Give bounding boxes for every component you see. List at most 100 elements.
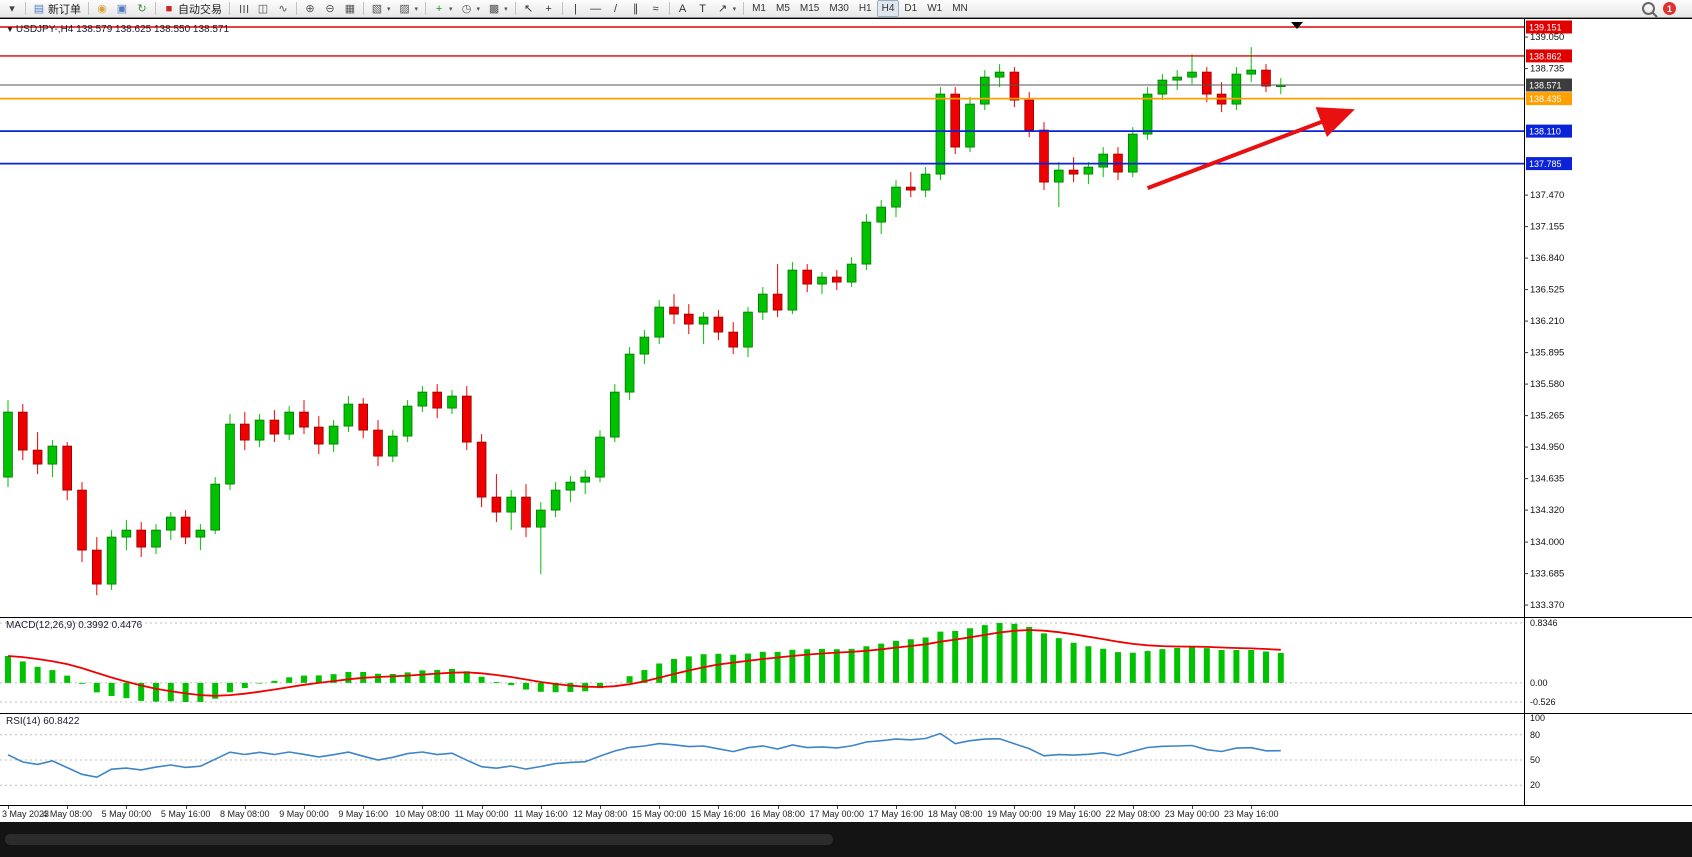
time-axis-tick (481, 806, 483, 809)
price-axis-label: 135.265 (1530, 411, 1564, 422)
time-axis-tick (1251, 806, 1253, 809)
timeframe-button-m15[interactable]: M15 (799, 3, 820, 14)
resistance-line-2-badge (1526, 49, 1572, 63)
zoom-in-icon[interactable]: ⊕ (300, 0, 320, 18)
candle-body (284, 411, 294, 435)
text-icon[interactable]: A (673, 0, 693, 18)
trendline-icon[interactable]: / (606, 0, 626, 18)
price-axis-label: 138.735 (1530, 64, 1564, 75)
candle-body (861, 221, 872, 265)
timeframe-button-m5[interactable]: M5 (776, 3, 790, 14)
rsi-panel[interactable]: 100 80 50 20 (0, 713, 1692, 805)
time-axis-tick (244, 806, 246, 809)
timeframe-button-h1[interactable]: H1 (858, 3, 872, 14)
new-order-button[interactable]: ▤ 新订单 (29, 0, 85, 18)
candle-body (1054, 169, 1064, 183)
cursor-icon[interactable]: ↖ (519, 0, 539, 18)
time-axis-label: 17 May 00:00 (809, 809, 865, 819)
chevron-down-icon[interactable]: ▾ (449, 5, 453, 13)
equidistant-channel-icon: ∥ (632, 2, 639, 15)
timeframe-button-d1[interactable]: D1 (904, 3, 918, 14)
candle-body (654, 306, 664, 338)
profiles-icon[interactable]: ▨ ▾ (395, 0, 423, 18)
vertical-line-icon[interactable]: | (566, 0, 586, 18)
time-axis-label: 4 May 08:00 (42, 809, 92, 819)
chevron-down-icon[interactable]: ▾ (2, 0, 22, 18)
candle-body (121, 529, 132, 538)
search-icon[interactable] (1642, 2, 1655, 15)
indicators-icon[interactable]: + ▾ (429, 0, 457, 18)
time-axis-tick (896, 806, 897, 809)
chevron-down-icon[interactable]: ▾ (732, 5, 737, 13)
line-chart-icon: ∿ (278, 2, 288, 15)
timeframe-button-m1[interactable]: M1 (752, 3, 766, 14)
timeframe-button-w1[interactable]: W1 (927, 3, 943, 14)
timeframe-button-h4[interactable]: H4 (876, 0, 900, 17)
timeframe-button-m30[interactable]: M30 (829, 3, 849, 14)
chevron-down-icon[interactable]: ▾ (476, 5, 481, 13)
time-axis-tick (1192, 806, 1193, 809)
time-axis-tick (1014, 806, 1016, 809)
chart-shift-marker[interactable] (1291, 22, 1303, 29)
price-axis-label: 134.950 (1530, 442, 1564, 453)
macd-axis-label: -0.526 (1530, 697, 1556, 707)
bar-chart-icon: ☰ (237, 3, 249, 14)
horizontal-scrollbar-track[interactable] (0, 822, 1692, 857)
crosshair-icon[interactable]: + (539, 0, 559, 18)
arrows-icon[interactable]: ↗ ▾ (713, 0, 741, 18)
candle-body (17, 411, 28, 451)
periods-icon[interactable]: ◷ ▾ (457, 0, 485, 18)
collapse-triangle-icon[interactable]: ▼ (6, 25, 14, 34)
bar-chart-icon[interactable]: ☰ (233, 0, 253, 18)
chevron-down-icon[interactable]: ▾ (504, 5, 508, 13)
candlestick-chart[interactable]: 139.050 138.735 137.470 137.155 136.840 136.5… (0, 18, 1692, 617)
candle-body (77, 489, 87, 551)
macd-panel[interactable]: 0.8346 0.00 -0.526 (0, 617, 1692, 713)
candle-body (772, 293, 783, 311)
rsi-label: RSI(14) 60.8422 (6, 716, 80, 727)
toolbar-right: 1 (1642, 2, 1676, 15)
candle-body (713, 316, 724, 333)
tile-windows-icon[interactable]: ▦ (340, 0, 360, 18)
profile-icon[interactable]: ▣ (112, 0, 132, 18)
candle-body (1172, 76, 1183, 81)
candlestick-icon[interactable]: ◫ (253, 0, 273, 18)
macd-label: MACD(12,26,9) 0.3992 0.4476 (6, 620, 143, 631)
candle-body (817, 276, 827, 285)
price-axis-label: 136.525 (1530, 285, 1564, 296)
candle-body (402, 405, 413, 437)
profiles-icon: ▨ (399, 2, 410, 15)
candle-body (906, 186, 916, 191)
crosshair-icon: + (545, 2, 552, 15)
chevron-down-icon[interactable]: ▾ (387, 5, 391, 13)
toolbar-separator (229, 2, 230, 15)
trend-arrow[interactable] (1146, 107, 1355, 190)
refresh-icon[interactable]: ↻ (132, 0, 152, 18)
chevron-down-icon[interactable]: ▾ (414, 5, 419, 13)
candle-body (461, 395, 472, 443)
community-icon: ◉ (97, 2, 107, 15)
timeframe-button-mn[interactable]: MN (952, 3, 968, 14)
fibonacci-icon[interactable]: ≈ (646, 0, 666, 18)
equidistant-channel-icon[interactable]: ∥ (626, 0, 646, 18)
line-chart-icon[interactable]: ∿ (273, 0, 293, 18)
autotrading-button[interactable]: ■ 自动交易 (159, 0, 226, 18)
toolbar-separator (668, 2, 670, 15)
notification-badge[interactable]: 1 (1663, 2, 1676, 15)
zoom-out-icon[interactable]: ⊖ (320, 0, 340, 18)
horizontal-scrollbar-thumb[interactable] (5, 834, 833, 845)
cursor-icon: ↖ (523, 2, 534, 15)
price-axis-label: 136.210 (1530, 316, 1564, 327)
support-line-blue-1-badge (1526, 124, 1572, 138)
time-axis-tick (422, 806, 424, 809)
candle-body (580, 476, 590, 483)
text-label-icon[interactable]: T (693, 0, 713, 18)
horizontal-line-icon[interactable]: — (586, 0, 606, 18)
new-chart-icon[interactable]: ▧ ▾ (367, 0, 395, 18)
community-icon[interactable]: ◉ (92, 0, 112, 18)
templates-icon[interactable]: ▩ ▾ (484, 0, 512, 18)
current-price-line-badge-text: 138.571 (1529, 81, 1562, 91)
time-axis-label: 5 May 16:00 (160, 809, 211, 819)
candle-body (743, 311, 753, 348)
candle-body (417, 391, 428, 407)
